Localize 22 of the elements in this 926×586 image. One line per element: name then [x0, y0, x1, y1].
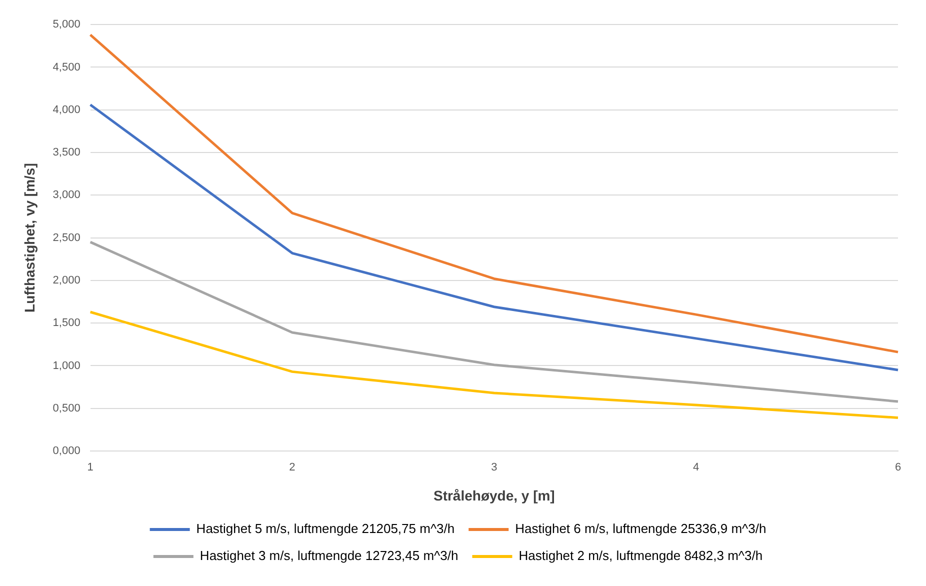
- y-tick-label: 0,500: [52, 402, 80, 414]
- legend-label: Hastighet 5 m/s, luftmengde 21205,75 m^3/h: [196, 521, 455, 536]
- x-tick-label: 3: [491, 462, 498, 474]
- y-tick-label: 2,000: [52, 274, 80, 286]
- y-tick-label: 5,000: [52, 18, 80, 31]
- x-tick-label: 6: [894, 462, 902, 474]
- y-tick-label: 3,000: [52, 189, 80, 202]
- x-axis-title: Strålehøyde, y [m]: [433, 487, 555, 504]
- x-tick-label: 4: [693, 462, 700, 474]
- y-tick-label: 1,500: [52, 317, 80, 330]
- y-tick-label: 0,000: [52, 445, 80, 458]
- y-tick-label: 1,000: [52, 360, 80, 372]
- x-tick-label: 1: [87, 462, 94, 474]
- y-axis-title: Lufthastighet, vy [m/s]: [21, 163, 38, 312]
- y-tick-label: 3,500: [52, 146, 80, 159]
- y-tick-label: 4,500: [52, 61, 80, 74]
- legend-label: Hastighet 3 m/s, luftmengde 12723,45 m^3/h: [200, 548, 458, 564]
- legend-label: Hastighet 6 m/s, luftmengde 25336,9 m^3/h: [515, 521, 766, 536]
- x-tick-label: 2: [289, 462, 296, 474]
- legend-label: Hastighet 2 m/s, luftmengde 8482,3 m^3/h: [518, 548, 763, 564]
- y-tick-label: 2,500: [52, 232, 80, 244]
- y-tick-label: 4,000: [52, 104, 80, 116]
